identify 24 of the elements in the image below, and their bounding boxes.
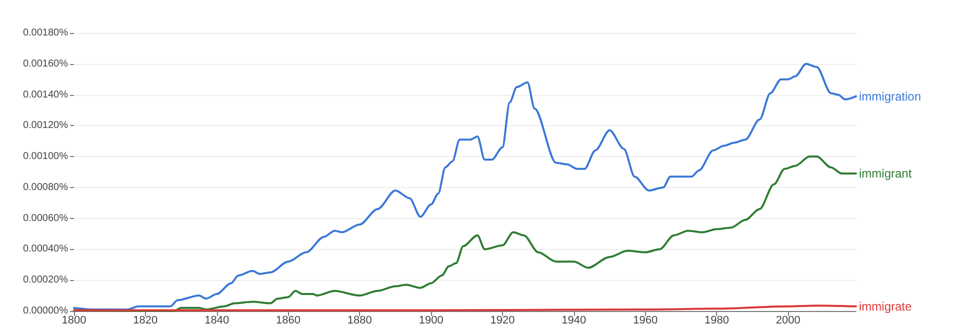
- x-tick-label: 1820: [133, 314, 158, 326]
- y-tick-label: 0.00100%: [22, 151, 68, 162]
- y-tick-label: 0.00040%: [22, 244, 68, 255]
- series-label: immigrant: [859, 166, 912, 181]
- x-tick-label: 1800: [62, 314, 86, 326]
- y-tick-label: 0.00180%: [22, 28, 68, 38]
- y-tick-label: 0.00120%: [22, 120, 68, 132]
- x-tick-label: 1860: [276, 314, 300, 326]
- x-tick-label: 1880: [347, 314, 372, 326]
- y-tick-label: 0.00060%: [22, 212, 68, 224]
- y-tick-label: 0.00000%: [22, 306, 68, 316]
- x-tick-label: 1920: [490, 314, 515, 326]
- x-tick-label: 1960: [633, 314, 658, 326]
- x-tick-label: 1900: [418, 314, 444, 326]
- y-tick-label: 0.00140%: [22, 89, 68, 100]
- series-label: immigrate: [859, 299, 912, 314]
- y-tick-label: 0.00160%: [22, 58, 68, 70]
- x-tick-label: 1980: [704, 314, 729, 326]
- x-tick-label: 1840: [204, 314, 230, 326]
- series-label: immigration: [859, 89, 922, 104]
- x-tick-label: 2000: [776, 314, 800, 326]
- y-tick-label: 0.00020%: [22, 274, 68, 286]
- x-tick-label: 1940: [562, 314, 586, 326]
- y-tick-label: 0.00080%: [22, 182, 68, 193]
